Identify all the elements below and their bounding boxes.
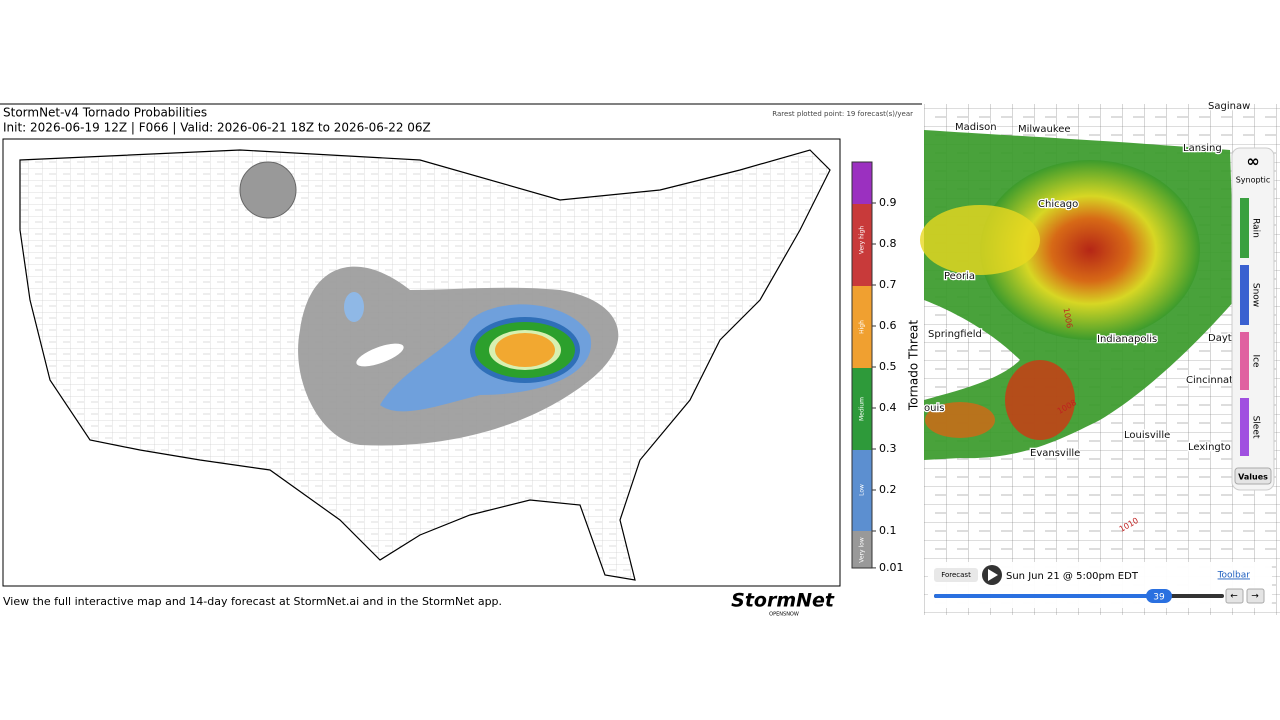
colorbar-tick-label: 0.8 [879,237,897,250]
precip-core [1005,360,1075,440]
sleet-swatch [1240,398,1249,456]
city-label: Lexington [1188,442,1237,453]
colorbar-tick-label: 0.9 [879,196,897,209]
precip-core [925,402,995,438]
city-label: Madison [955,122,997,133]
city-label: Milwaukee [1018,124,1071,135]
values-label[interactable]: Values [1238,473,1268,482]
slider-thumb[interactable] [1146,589,1172,603]
city-label: Peoria [944,271,975,282]
city-label: ouis [924,403,944,414]
isobar-label: 1006 [1062,307,1074,329]
city-label: Cincinnati [1186,375,1236,386]
values-button[interactable] [1234,467,1272,485]
city-label: Saginaw [1208,101,1250,112]
footer: View the full interactive map and 14-day… [3,595,502,608]
band-high [852,286,872,368]
controls-bg [928,562,1272,608]
category-label: Medium [859,397,866,421]
category-label: Very high [859,226,866,255]
threat-very-low [239,161,297,219]
layer-item[interactable]: Sleet [1251,416,1261,439]
city-labels: Saginaw Madison Milwaukee Lansing Chicag… [923,100,1252,461]
city-label: Dayto [1208,333,1238,344]
logo: StormNet [731,590,835,612]
map-subtitle: Init: 2026-06-19 12Z | F066 | Valid: 202… [3,121,431,135]
layer-panel: ∞ Synoptic Rain Snow Ice Sleet Values [1231,147,1275,491]
map-title: StormNet-v4 Tornado Probabilities [3,106,207,120]
city-label: Indianapolis [1097,334,1157,345]
city-label: Louisville [1124,430,1170,441]
precip-core [920,205,1040,275]
category-label: High [859,320,866,334]
layer-item[interactable]: Snow [1251,283,1261,307]
category-label: Very low [859,537,866,563]
tornado-panel: StormNet-v4 Tornado Probabilities Init: … [0,103,922,618]
band-low [852,450,872,531]
prev-icon: ← [1230,592,1238,602]
band-very-low [852,531,872,568]
city-label: Lansing [1183,143,1222,154]
synoptic-icon: ∞ [1246,152,1259,171]
colorbar: Very low Low Medium High Very high Torna… [851,161,921,574]
ice-swatch [1240,332,1249,390]
forecast-button[interactable] [934,568,978,582]
next-button[interactable] [1246,588,1265,604]
colorbar-tick-label: 0.5 [879,360,897,373]
threat-low [344,292,364,322]
layer-panel-bg [1231,147,1275,491]
band-medium [852,368,872,450]
precip-core [980,160,1200,340]
colorbar-tick-label: 0.2 [879,483,897,496]
toolbar-link[interactable]: Toolbar [1217,571,1251,581]
colorbar-tick-label: 0.4 [879,401,897,414]
layer-item[interactable]: Ice [1251,354,1261,368]
colorbar-tick-label: 0.6 [879,319,897,332]
logo-sub: OPENSNOW [769,612,799,618]
timeline-controls: Forecast Sun Jun 21 @ 5:00pm EDT Toolbar… [928,562,1272,608]
forecast-label[interactable]: Forecast [941,571,971,579]
city-label: Chicago [1038,199,1078,210]
colorbar-tick-label: 0.7 [879,278,897,291]
snow-swatch [1240,265,1249,325]
next-icon: → [1251,592,1259,602]
slider-value: 39 [1153,593,1165,603]
rain-swatch [1240,198,1249,258]
map-note: Rarest plotted point: 19 forecast(s)/yea… [772,110,913,118]
city-label: Evansville [1030,448,1080,459]
colorbar-tick-label: 0.01 [879,561,904,574]
colorbar-frame [851,161,873,569]
city-label: Springfield [928,329,982,340]
category-label: Low [859,484,866,496]
band-very-high [852,204,872,286]
colorbar-tick-label: 0.3 [879,442,897,455]
slider-fill [934,594,1159,598]
radar-panel: Saginaw Madison Milwaukee Lansing Chicag… [920,100,1280,615]
layer-title[interactable]: Synoptic [1236,176,1271,185]
time-label: Sun Jun 21 @ 5:00pm EDT [1006,571,1139,582]
map-clear [356,343,404,367]
layer-item[interactable]: Rain [1251,218,1261,238]
colorbar-label: Tornado Threat [907,320,921,411]
threat-high [495,333,555,367]
colorbar-tick-label: 0.1 [879,524,897,537]
prev-button[interactable] [1225,588,1244,604]
play-icon [988,569,998,581]
band-very-high [852,162,872,204]
